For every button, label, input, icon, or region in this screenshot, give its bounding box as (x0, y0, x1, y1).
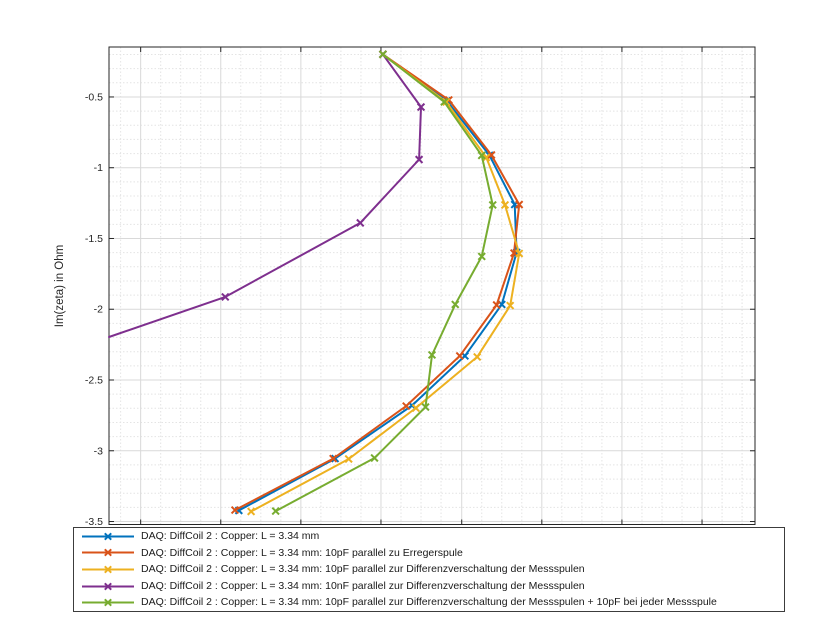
series-line-1 (237, 53, 518, 512)
x-marker (427, 350, 437, 360)
axis-ticks (109, 47, 755, 525)
x-marker (378, 50, 388, 59)
x-marker (477, 151, 486, 160)
x-marker (421, 402, 430, 412)
series-markers-2 (230, 50, 524, 515)
y-tick-labels: -0.5 -1 -1.5 -2 -2.5 -3 -3.5 (85, 91, 103, 528)
x-marker (329, 454, 338, 463)
legend-label: DAQ: DiffCoil 2 : Copper: L = 3.34 mm: 1… (141, 563, 585, 576)
x-marker (356, 218, 365, 228)
x-marker (230, 505, 240, 515)
legend-entry-5: DAQ: DiffCoil 2 : Copper: L = 3.34 mm: 1… (81, 594, 784, 611)
series-line-2 (234, 53, 521, 512)
x-marker (247, 507, 256, 516)
minor-grid (109, 47, 755, 525)
x-marker (402, 401, 411, 411)
x-marker (515, 249, 524, 258)
legend-sample-marker (104, 582, 112, 591)
legend-line-sample (82, 582, 134, 591)
y-tick-label: -1.5 (85, 233, 103, 245)
x-marker (477, 252, 486, 261)
x-marker (271, 506, 280, 516)
x-marker (416, 102, 426, 112)
x-marker (414, 155, 424, 164)
x-marker (500, 200, 510, 210)
x-marker (221, 292, 230, 302)
x-marker (370, 453, 379, 463)
legend-label: DAQ: DiffCoil 2 : Copper: L = 3.34 mm: 1… (141, 546, 463, 559)
y-axis-label: Im(zeta) in Ohm (54, 245, 66, 327)
legend-entry-1: DAQ: DiffCoil 2 : Copper: L = 3.34 mm (81, 528, 784, 545)
legend-entry-2: DAQ: DiffCoil 2 : Copper: L = 3.34 mm: 1… (81, 545, 784, 562)
x-marker (515, 200, 524, 209)
y-tick-label: -3.5 (85, 516, 103, 528)
legend-sample-marker (104, 548, 112, 557)
legend-entry-3: DAQ: DiffCoil 2 : Copper: L = 3.34 mm: 1… (81, 561, 784, 578)
legend-sample-marker (104, 598, 112, 607)
x-marker (492, 300, 501, 310)
legend[interactable]: DAQ: DiffCoil 2 : Copper: L = 3.34 mm DAQ… (73, 527, 785, 612)
legend-line-sample (82, 548, 134, 557)
x-marker (344, 454, 353, 464)
series-line-4 (108, 53, 422, 338)
legend-label: DAQ: DiffCoil 2 : Copper: L = 3.34 mm (141, 530, 320, 543)
series-line-5 (274, 53, 494, 513)
y-tick-label: -2 (94, 304, 103, 316)
y-tick-label: -2.5 (85, 375, 103, 387)
legend-label: DAQ: DiffCoil 2 : Copper: L = 3.34 mm: 1… (141, 579, 585, 592)
x-marker (487, 150, 496, 160)
x-marker (473, 352, 482, 362)
series-markers-5 (271, 50, 497, 516)
legend-line-sample (82, 565, 134, 574)
y-tick-label: -1 (94, 162, 103, 174)
x-marker (440, 97, 449, 107)
y-tick-label: -0.5 (85, 91, 103, 103)
x-marker (451, 300, 460, 309)
legend-label: DAQ: DiffCoil 2 : Copper: L = 3.34 mm: 1… (141, 596, 717, 609)
data-series (108, 50, 524, 516)
legend-entry-4: DAQ: DiffCoil 2 : Copper: L = 3.34 mm: 1… (81, 578, 784, 595)
x-marker (482, 153, 491, 162)
legend-sample-marker (104, 532, 112, 541)
x-marker (442, 97, 451, 107)
x-marker (455, 351, 464, 361)
x-marker (488, 200, 497, 210)
y-tick-label: -3 (94, 445, 103, 457)
series-markers-1 (234, 50, 521, 515)
x-marker (506, 301, 515, 310)
axes-box (108, 46, 756, 525)
series-line-3 (250, 53, 521, 513)
x-marker (411, 403, 420, 413)
major-grid (109, 47, 755, 525)
legend-line-sample (82, 532, 134, 541)
series-markers-4 (221, 50, 426, 302)
legend-sample-marker (104, 565, 112, 574)
legend-line-sample (82, 598, 134, 607)
